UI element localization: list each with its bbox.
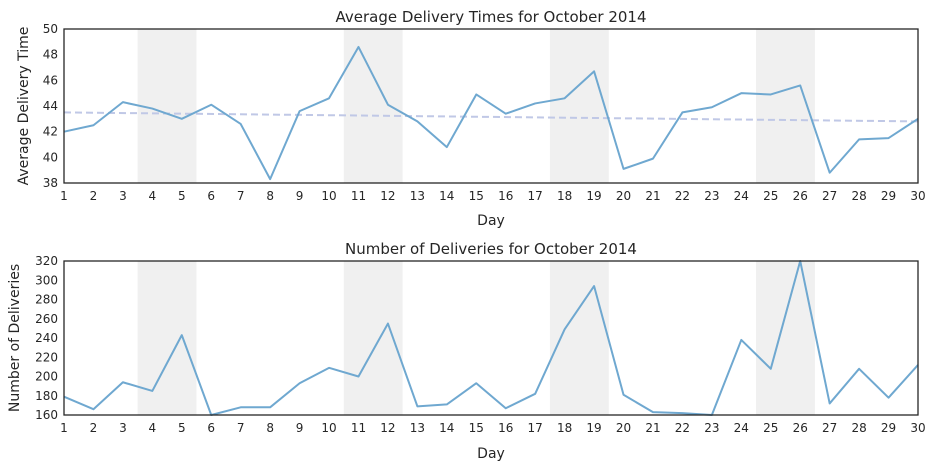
delivery-count-weekend-band-3 (549, 261, 609, 415)
delivery-count-x-tick-18: 18 (557, 421, 572, 435)
delivery-time-chart: 1 2 3 4 5 6 7 8 9 10 11 12 13 14 15 16 17 18 19 20 21 22 23 24 2… (16, 8, 926, 229)
delivery-count-x-tick-26: 26 (793, 421, 808, 435)
delivery-time-y-tick-44: 44 (43, 99, 58, 113)
delivery-count-x-tick-7: 7 (237, 421, 245, 435)
delivery-time-y-tick-38: 38 (43, 176, 58, 190)
delivery-count-x-tick-12: 12 (380, 421, 395, 435)
delivery-count-x-tick-3: 3 (119, 421, 127, 435)
delivery-count-x-tick-15: 15 (469, 421, 484, 435)
delivery-time-x-tick-22: 22 (675, 189, 690, 203)
delivery-time-x-tick-18: 18 (557, 189, 572, 203)
delivery-time-x-tick-3: 3 (119, 189, 127, 203)
delivery-time-x-tick-11: 11 (351, 189, 366, 203)
delivery-time-x-tick-5: 5 (178, 189, 186, 203)
delivery-count-x-tick-14: 14 (439, 421, 454, 435)
delivery-count-x-tick-20: 20 (616, 421, 631, 435)
delivery-time-x-tick-24: 24 (734, 189, 749, 203)
delivery-count-x-tick-28: 28 (851, 421, 866, 435)
delivery-count-plot-area: 1 2 3 4 5 6 7 8 9 10 11 12 13 14 15 16 17 18 19 20 21 22 23 24 2… (35, 254, 926, 435)
delivery-count-x-tick-30: 30 (910, 421, 925, 435)
delivery-count-chart: 1 2 3 4 5 6 7 8 9 10 11 12 13 14 15 16 17 18 19 20 21 22 23 24 2… (7, 240, 926, 462)
delivery-time-x-tick-9: 9 (296, 189, 304, 203)
delivery-count-y-tick-280: 280 (35, 293, 58, 307)
delivery-count-x-tick-11: 11 (351, 421, 366, 435)
delivery-count-x-tick-19: 19 (586, 421, 601, 435)
delivery-time-y-tick-42: 42 (43, 125, 58, 139)
delivery-count-x-tick-29: 29 (881, 421, 896, 435)
delivery-time-axes-frame (63, 28, 919, 184)
delivery-time-x-tick-28: 28 (851, 189, 866, 203)
delivery-count-y-tick-240: 240 (35, 331, 58, 345)
delivery-count-x-tick-25: 25 (763, 421, 778, 435)
delivery-count-x-tick-9: 9 (296, 421, 304, 435)
delivery-time-x-tick-29: 29 (881, 189, 896, 203)
delivery-count-x-axis-label: Day (477, 446, 505, 462)
delivery-time-x-tick-12: 12 (380, 189, 395, 203)
delivery-count-axes-frame (63, 260, 919, 416)
delivery-count-x-tick-22: 22 (675, 421, 690, 435)
delivery-time-series-line-1 (63, 45, 919, 181)
delivery-time-x-tick-15: 15 (469, 189, 484, 203)
delivery-time-y-tick-50: 50 (43, 22, 58, 36)
delivery-count-weekend-band-1 (137, 261, 197, 415)
delivery-count-x-tick-4: 4 (149, 421, 157, 435)
delivery-time-x-tick-1: 1 (60, 189, 68, 203)
delivery-time-x-tick-19: 19 (586, 189, 601, 203)
delivery-count-x-tick-10: 10 (321, 421, 336, 435)
delivery-time-y-axis-label: Average Delivery Time (16, 27, 32, 186)
delivery-count-x-tick-8: 8 (266, 421, 274, 435)
delivery-time-x-axis-label: Day (477, 213, 505, 229)
delivery-time-x-tick-4: 4 (149, 189, 157, 203)
delivery-time-x-tick-23: 23 (704, 189, 719, 203)
delivery-count-y-axis-label: Number of Deliveries (7, 264, 23, 412)
delivery-count-x-tick-2: 2 (90, 421, 98, 435)
delivery-time-x-tick-8: 8 (266, 189, 274, 203)
delivery-time-x-tick-30: 30 (910, 189, 925, 203)
delivery-time-x-tick-14: 14 (439, 189, 454, 203)
delivery-count-y-tick-160: 160 (35, 408, 58, 422)
delivery-time-weekend-band-4 (756, 29, 815, 183)
delivery-count-x-tick-5: 5 (178, 421, 186, 435)
delivery-count-y-tick-220: 220 (35, 350, 58, 364)
delivery-time-x-tick-20: 20 (616, 189, 631, 203)
delivery-count-y-tick-200: 200 (35, 370, 58, 384)
delivery-time-y-tick-40: 40 (43, 150, 58, 164)
delivery-count-y-tick-320: 320 (35, 254, 58, 268)
delivery-time-x-tick-26: 26 (793, 189, 808, 203)
delivery-time-x-tick-21: 21 (645, 189, 660, 203)
delivery-count-x-tick-17: 17 (528, 421, 543, 435)
delivery-count-series-line-1 (63, 260, 919, 416)
delivery-count-y-tick-300: 300 (35, 273, 58, 287)
delivery-count-x-tick-24: 24 (734, 421, 749, 435)
delivery-time-x-tick-13: 13 (410, 189, 425, 203)
delivery-count-y-tick-180: 180 (35, 389, 58, 403)
delivery-count-x-tick-1: 1 (60, 421, 68, 435)
delivery-count-x-tick-23: 23 (704, 421, 719, 435)
delivery-time-x-tick-10: 10 (321, 189, 336, 203)
delivery-count-x-tick-13: 13 (410, 421, 425, 435)
delivery-count-weekend-band-4 (756, 261, 815, 415)
delivery-time-x-tick-2: 2 (90, 189, 98, 203)
delivery-count-chart-title: Number of Deliveries for October 2014 (345, 240, 637, 258)
delivery-time-weekend-band-2 (343, 29, 403, 183)
delivery-count-x-tick-16: 16 (498, 421, 513, 435)
delivery-time-x-tick-6: 6 (207, 189, 215, 203)
delivery-time-x-tick-17: 17 (528, 189, 543, 203)
delivery-time-weekend-band-1 (137, 29, 197, 183)
delivery-time-x-tick-7: 7 (237, 189, 245, 203)
delivery-time-y-tick-46: 46 (43, 73, 58, 87)
delivery-time-plot-area: 1 2 3 4 5 6 7 8 9 10 11 12 13 14 15 16 17 18 19 20 21 22 23 24 2… (43, 22, 926, 203)
delivery-count-x-tick-6: 6 (207, 421, 215, 435)
delivery-time-chart-title: Average Delivery Times for October 2014 (335, 8, 646, 26)
delivery-count-x-tick-21: 21 (645, 421, 660, 435)
delivery-time-weekend-band-3 (549, 29, 609, 183)
delivery-time-x-tick-16: 16 (498, 189, 513, 203)
delivery-time-x-tick-27: 27 (822, 189, 837, 203)
delivery-count-x-tick-27: 27 (822, 421, 837, 435)
delivery-time-y-tick-48: 48 (43, 48, 58, 62)
delivery-time-x-tick-25: 25 (763, 189, 778, 203)
delivery-count-y-tick-260: 260 (35, 312, 58, 326)
